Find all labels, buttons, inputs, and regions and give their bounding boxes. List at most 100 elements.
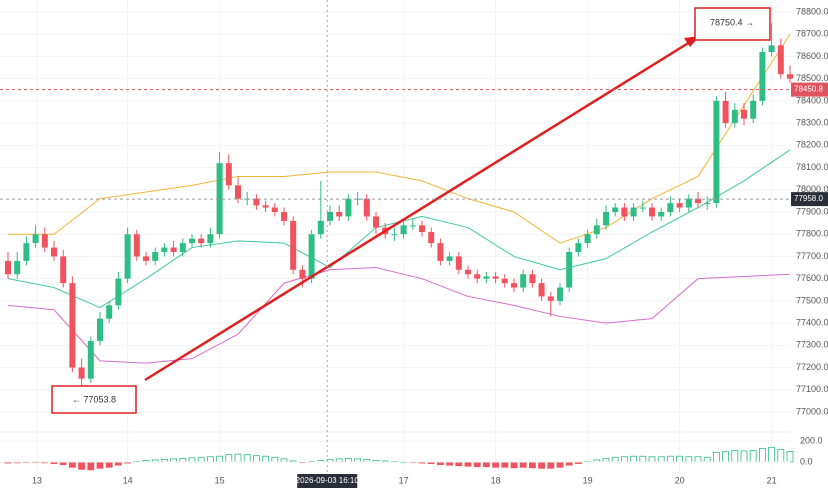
- candle-body: [584, 234, 591, 244]
- candle-body: [327, 212, 333, 221]
- last-price-box: [791, 82, 828, 97]
- candle-body: [603, 212, 609, 226]
- macd-bar: [777, 448, 785, 463]
- candle-body: [419, 225, 425, 232]
- candle-body: [446, 256, 453, 261]
- macd-bar: [243, 454, 251, 463]
- macd-bar: [225, 454, 233, 463]
- candle-body: [299, 269, 306, 279]
- candle-body: [290, 220, 297, 270]
- candle-body: [768, 45, 775, 52]
- candle-body: [198, 238, 205, 244]
- x-tick-label: 15: [215, 475, 225, 485]
- macd-bar: [206, 456, 214, 463]
- candle-body: [741, 109, 747, 119]
- candle-body: [106, 305, 113, 319]
- macd-bar: [722, 451, 729, 463]
- candle-body: [547, 296, 554, 301]
- macd-bar: [602, 457, 610, 463]
- candle-body: [253, 198, 260, 206]
- candle-body: [152, 252, 159, 261]
- min-box: [51, 385, 137, 414]
- macd-bar: [216, 455, 224, 463]
- max-label: 78750.4 →: [710, 17, 754, 27]
- candle-body: [354, 198, 361, 200]
- candle-body: [658, 212, 665, 217]
- y-tick-label: 77700.0: [796, 251, 828, 261]
- x-tick-label: 13: [32, 475, 42, 485]
- candle-body: [363, 198, 370, 217]
- candle-body: [649, 207, 655, 217]
- max-box: [694, 7, 771, 41]
- x-tick-label: 14: [123, 475, 133, 485]
- x-tick-label: 17: [399, 475, 409, 485]
- candle-body: [501, 278, 508, 284]
- candle-body: [704, 203, 711, 205]
- candle-body: [161, 247, 168, 252]
- candle-body: [216, 163, 223, 235]
- y-tick-label: 78300.0: [796, 117, 828, 127]
- candle-body: [777, 45, 784, 75]
- candle-body: [60, 256, 67, 284]
- candle-body: [69, 283, 76, 368]
- y-tick-label: 77200.0: [796, 362, 828, 372]
- x-tick-label: 19: [583, 475, 593, 485]
- y-tick-label: 77600.0: [796, 273, 828, 283]
- candle-body: [511, 283, 517, 288]
- macd-bar: [621, 456, 628, 463]
- candle-body: [23, 243, 30, 261]
- candle-body: [437, 243, 444, 261]
- candle-body: [336, 212, 343, 217]
- y-tick-label: 78100.0: [796, 162, 828, 172]
- y-tick-label: 78400.0: [796, 95, 828, 105]
- candle-body: [281, 212, 287, 221]
- macd-bar: [759, 447, 766, 463]
- candle-body: [630, 207, 637, 217]
- candle-body: [722, 100, 729, 124]
- candle-body: [759, 52, 766, 101]
- candle-body: [189, 238, 195, 244]
- candle-body: [207, 234, 214, 244]
- macd-bar: [556, 461, 564, 468]
- candle-body: [474, 274, 481, 279]
- macd-bar: [78, 461, 85, 470]
- macd-bar: [611, 456, 619, 463]
- band-line: [8, 33, 791, 244]
- macd-bar: [69, 461, 76, 468]
- candle-body: [317, 220, 324, 235]
- candle-body: [41, 234, 48, 248]
- candle-body: [575, 243, 582, 252]
- macd-bar: [519, 461, 527, 468]
- candle-body: [529, 274, 536, 284]
- macd-bar: [703, 456, 711, 463]
- macd-bar: [105, 461, 113, 468]
- candle-body: [14, 260, 21, 275]
- macd-bar: [547, 461, 555, 469]
- min-label: ← 77053.8: [72, 394, 116, 404]
- macd-bar: [648, 456, 656, 463]
- y-tick-label: 77500.0: [796, 295, 828, 305]
- macd-bar: [473, 461, 481, 468]
- candle-body: [225, 163, 232, 186]
- macd-bar: [768, 446, 775, 463]
- macd-bar: [538, 461, 545, 469]
- band-line: [7, 267, 791, 364]
- macd-bar: [234, 453, 242, 463]
- candle-body: [115, 278, 122, 306]
- x-tick-label: 20: [675, 475, 685, 485]
- candle-body: [667, 203, 674, 212]
- trend-arrow: [144, 40, 691, 382]
- candle-body: [566, 252, 573, 288]
- candle-body: [621, 207, 628, 217]
- y-tick-label: 78200.0: [796, 140, 828, 150]
- candle-body: [465, 269, 471, 275]
- macd-bar: [455, 461, 463, 467]
- candle-body: [271, 207, 278, 212]
- macd-bar: [713, 452, 720, 463]
- y-tick-label: 77900.0: [796, 206, 828, 216]
- macd-bar: [482, 461, 490, 468]
- macd-bar: [657, 456, 665, 463]
- candle-body: [308, 234, 315, 279]
- candle-body: [695, 198, 701, 204]
